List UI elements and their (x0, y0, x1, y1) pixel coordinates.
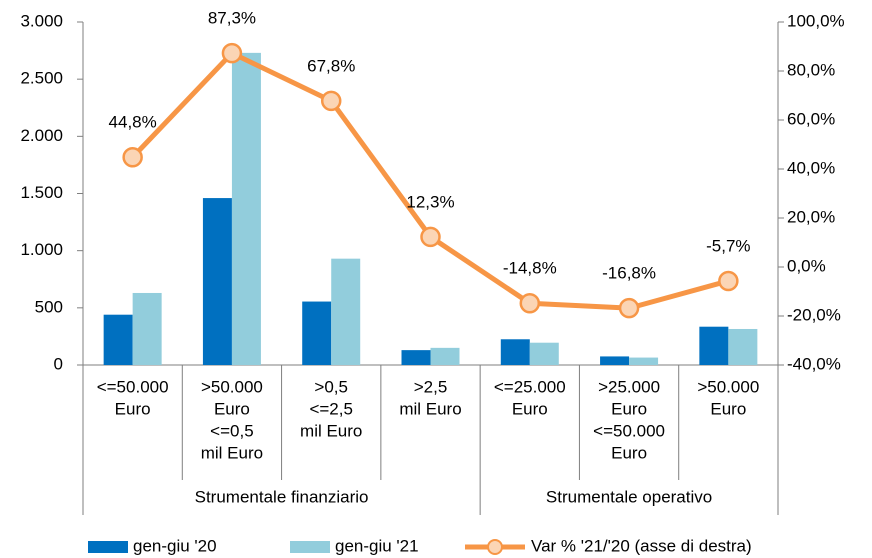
bar (699, 326, 729, 365)
y-tick-label: 2.000 (20, 126, 63, 145)
bar (132, 292, 162, 365)
y2-tick-label: 0,0% (787, 256, 826, 275)
marker (519, 293, 541, 314)
bar (202, 198, 232, 365)
data-label: -16,8% (602, 264, 656, 283)
y2-tick-label: -20,0% (787, 305, 841, 324)
legend-swatch (290, 541, 330, 553)
marker (320, 90, 342, 112)
bar (302, 301, 332, 365)
legend-label: gen-giu '20 (133, 536, 217, 555)
y-tick-label: 500 (35, 297, 63, 316)
x-tick-label: Euro (710, 399, 746, 418)
x-tick-label: >2,5 (414, 377, 448, 396)
legend-label: Var % '21/'20 (asse di destra) (531, 536, 752, 555)
x-tick-label: >50.000 (697, 377, 759, 396)
y2-tick-label: 40,0% (787, 158, 835, 177)
x-tick-label: >0,5 (314, 377, 348, 396)
group-label: Strumentale finanziario (195, 487, 369, 506)
x-tick-label: mil Euro (399, 399, 461, 418)
data-label: 67,8% (307, 56, 355, 75)
bar (103, 314, 133, 365)
marker (221, 42, 243, 64)
bar (629, 357, 659, 365)
y2-tick-label: 20,0% (787, 207, 835, 226)
y-tick-label: 3.000 (20, 11, 63, 30)
y-tick-label: 2.500 (20, 69, 63, 88)
data-label: 44,8% (109, 113, 157, 132)
y-tick-label: 1.500 (20, 183, 63, 202)
group-label: Strumentale operativo (546, 487, 712, 506)
data-label: 12,3% (406, 192, 454, 211)
y2-tick-label: 80,0% (787, 60, 835, 79)
data-label: -5,7% (706, 236, 750, 255)
bar (600, 356, 630, 365)
bar (231, 52, 261, 366)
y2-tick-label: 60,0% (787, 109, 835, 128)
legend-marker (487, 539, 503, 555)
legend-label: gen-giu '21 (335, 536, 419, 555)
data-label: -14,8% (503, 259, 557, 278)
bar (500, 339, 530, 365)
marker (122, 146, 143, 168)
x-tick-label: <=2,5 (309, 399, 353, 418)
x-tick-label: Euro (611, 399, 647, 418)
bar (331, 258, 361, 365)
bar (430, 347, 460, 365)
legend-swatch (88, 541, 128, 553)
x-tick-label: Euro (214, 399, 250, 418)
x-tick-label: >25.000 (598, 377, 660, 396)
data-label: 87,3% (208, 9, 256, 28)
bar (401, 350, 431, 365)
x-tick-label: <=25.000 (494, 377, 566, 396)
y2-tick-label: -40,0% (787, 354, 841, 373)
x-tick-label: Euro (611, 443, 647, 462)
x-tick-label: Euro (512, 399, 548, 418)
marker (618, 297, 640, 319)
y-tick-label: 1.000 (20, 240, 63, 259)
x-tick-label: >50.000 (201, 377, 263, 396)
x-tick-label: <=50.000 (593, 421, 665, 440)
x-tick-label: <=50.000 (97, 377, 169, 396)
bar (728, 328, 758, 365)
marker (718, 270, 739, 292)
bar (529, 342, 559, 365)
x-tick-label: mil Euro (201, 443, 263, 462)
marker (420, 226, 441, 248)
y-tick-label: 0 (54, 354, 63, 373)
x-tick-label: mil Euro (300, 421, 362, 440)
y2-tick-label: 100,0% (787, 11, 845, 30)
x-tick-label: Euro (115, 399, 151, 418)
x-tick-label: <=0,5 (210, 421, 254, 440)
